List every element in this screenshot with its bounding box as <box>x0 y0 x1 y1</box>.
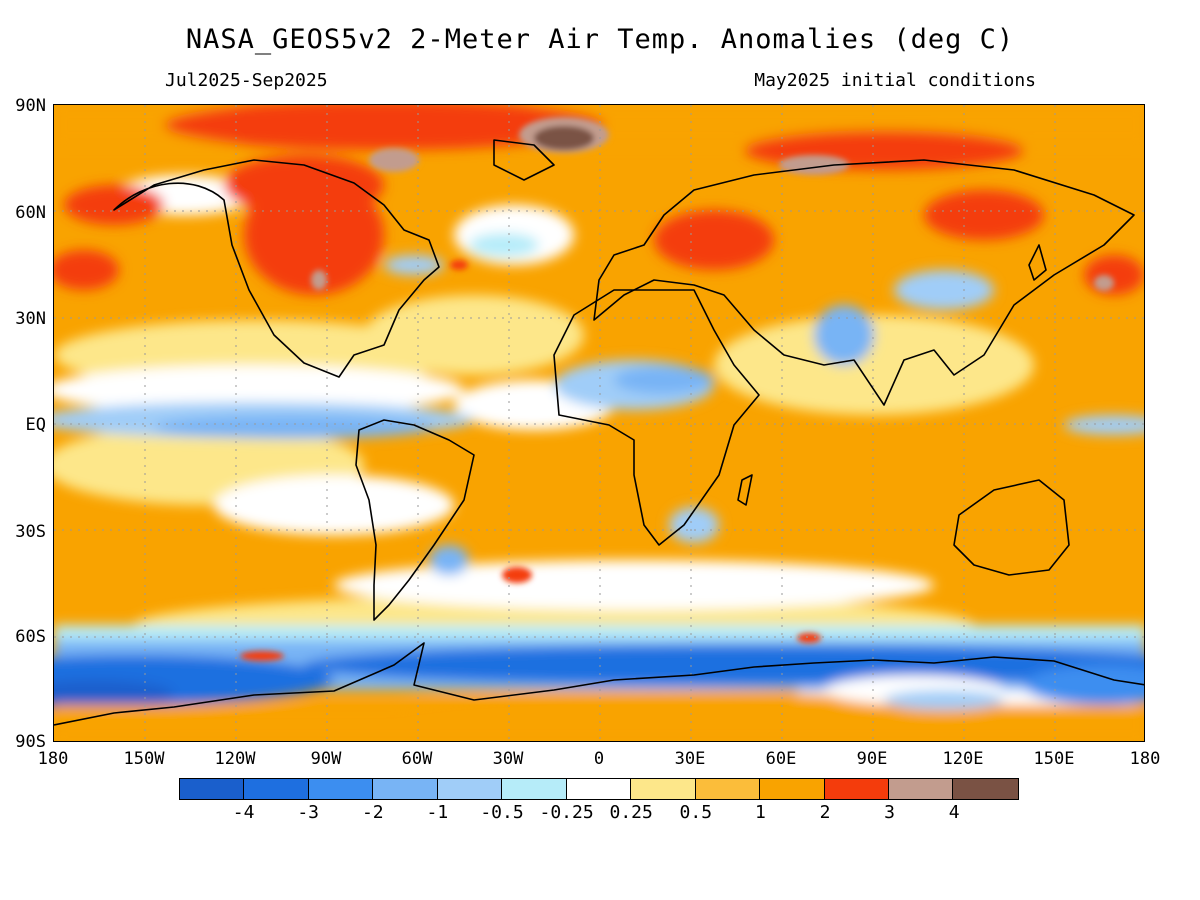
lon-label-180w: 180 <box>37 749 69 769</box>
south-america-coast <box>355 419 475 621</box>
colorbar-label: -3 <box>297 802 320 823</box>
japan-coast <box>1028 244 1047 281</box>
colorbar-label: -2 <box>361 802 384 823</box>
colorbar-swatch <box>888 779 954 799</box>
lat-label-90n: 90N <box>15 96 46 116</box>
lon-label-90w: 90W <box>310 749 342 769</box>
lon-label-180e: 180 <box>1129 749 1161 769</box>
lon-label-120e: 120E <box>942 749 984 769</box>
colorbar-swatch <box>631 779 696 799</box>
lon-label-120w: 120W <box>214 749 256 769</box>
colorbar-swatch <box>824 779 889 799</box>
colorbar-swatch <box>502 779 567 799</box>
initial-conditions: May2025 initial conditions <box>754 70 1036 91</box>
colorbar <box>179 778 1019 800</box>
anomaly-map <box>54 105 1144 741</box>
colorbar-swatch <box>373 779 438 799</box>
madagascar-coast <box>737 474 753 506</box>
lon-label-0: 0 <box>593 749 605 769</box>
lat-label-eq: EQ <box>25 415 46 435</box>
colorbar-label: -4 <box>232 802 255 823</box>
colorbar-label: 4 <box>948 802 960 823</box>
colorbar-swatch <box>695 779 761 799</box>
colorbar-label: 1 <box>754 802 766 823</box>
lat-label-90s: 90S <box>15 732 46 752</box>
lon-label-90e: 90E <box>856 749 888 769</box>
colorbar-label: -1 <box>426 802 449 823</box>
eurasia-coast <box>593 159 1135 406</box>
lon-label-30e: 30E <box>674 749 706 769</box>
lat-label-30n: 30N <box>15 309 46 329</box>
colorbar-label: 3 <box>884 802 896 823</box>
lat-label-30s: 30S <box>15 522 46 542</box>
colorbar-label: 0.25 <box>609 802 653 823</box>
australia-coast <box>953 479 1070 576</box>
colorbar-label: -0.5 <box>480 802 524 823</box>
lon-label-30w: 30W <box>492 749 524 769</box>
colorbar-label: 0.5 <box>679 802 713 823</box>
antarctica-coast <box>54 642 1144 726</box>
map-plot-area <box>53 104 1145 742</box>
lon-label-60w: 60W <box>401 749 433 769</box>
colorbar-swatch <box>180 779 245 799</box>
lon-label-150w: 150W <box>123 749 165 769</box>
colorbar-label: -0.25 <box>539 802 594 823</box>
colorbar-swatch <box>308 779 374 799</box>
lon-label-60e: 60E <box>765 749 797 769</box>
lat-label-60s: 60S <box>15 627 46 647</box>
colorbar-swatch <box>760 779 825 799</box>
colorbar-swatch <box>566 779 632 799</box>
map-title: NASA_GEOS5v2 2-Meter Air Temp. Anomalies… <box>185 24 1015 55</box>
colorbar-label: 2 <box>819 802 831 823</box>
forecast-period: Jul2025-Sep2025 <box>165 70 328 91</box>
colorbar-swatch <box>437 779 503 799</box>
lat-label-60n: 60N <box>15 203 46 223</box>
africa-coast <box>553 289 760 546</box>
north-america-coast <box>113 159 440 378</box>
greenland-coast <box>493 139 555 181</box>
colorbar-swatch <box>244 779 309 799</box>
coastlines <box>54 139 1144 726</box>
colorbar-swatch <box>953 779 1018 799</box>
lon-label-150e: 150E <box>1033 749 1075 769</box>
extreme-anomalies <box>240 117 1114 661</box>
